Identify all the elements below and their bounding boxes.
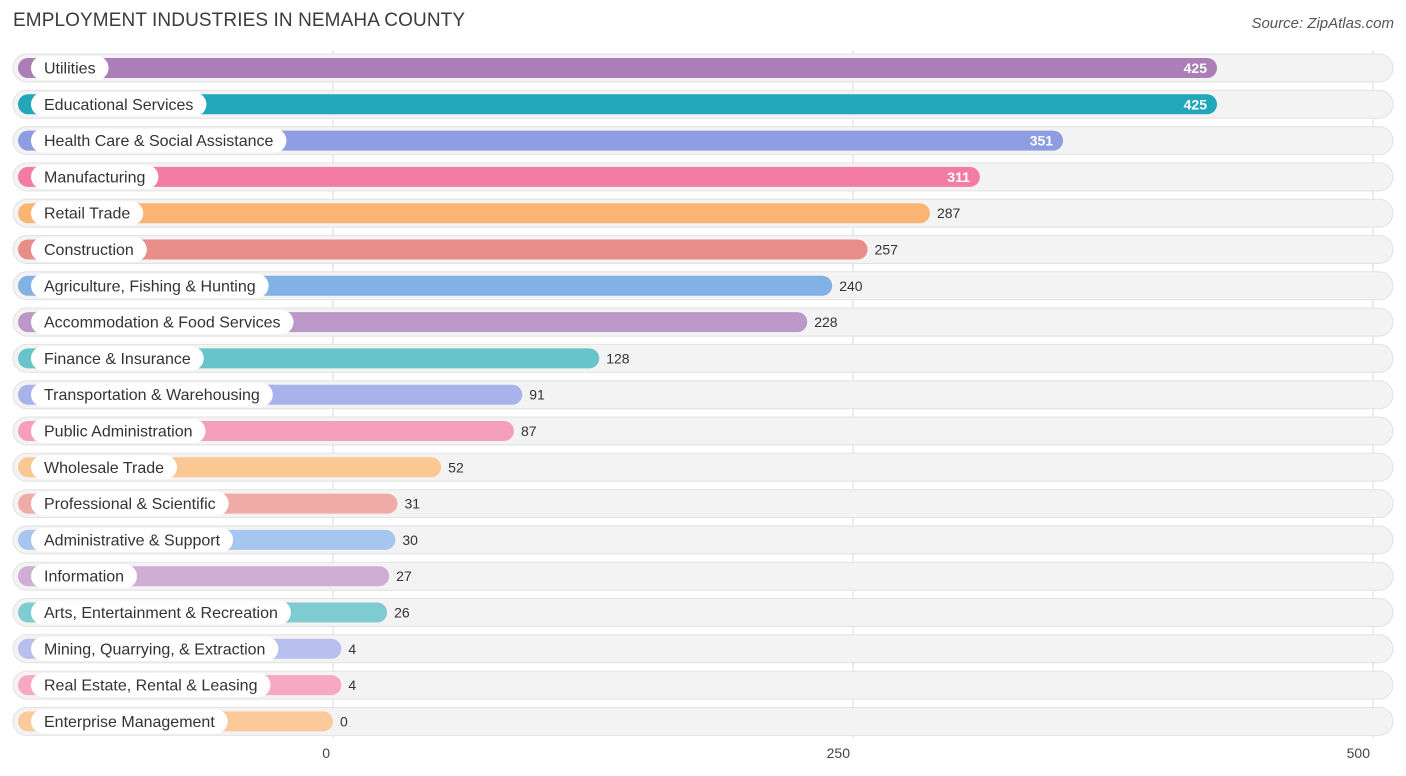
category-label: Educational Services	[44, 97, 193, 114]
bar-row: Construction 257	[12, 235, 1394, 264]
x-tick-label: 500	[1347, 745, 1371, 761]
bar-row: Manufacturing 311	[12, 162, 1394, 192]
category-label-pill	[31, 273, 269, 298]
category-label-pill	[31, 382, 273, 407]
x-tick-label: 250	[827, 745, 851, 761]
value-label: 52	[448, 459, 464, 475]
category-label-pill	[31, 709, 228, 734]
bar	[18, 166, 980, 187]
category-label-pill	[31, 237, 147, 262]
bar-row: Accommodation & Food Services 228	[12, 307, 1394, 337]
bar-row: Wholesale Trade 52	[12, 452, 1394, 482]
bar-row: Mining, Quarrying, & Extraction 4	[12, 634, 1394, 664]
bar-row: Enterprise Management 0	[12, 706, 1394, 736]
bar-track	[12, 706, 1394, 736]
category-label: Information	[44, 569, 124, 586]
category-label: Arts, Entertainment & Recreation	[44, 605, 278, 622]
bar	[18, 94, 1217, 115]
source-credit: Source: ZipAtlas.com	[1251, 15, 1394, 32]
bar-row: Retail Trade 287	[12, 198, 1394, 228]
category-label-pill	[31, 527, 234, 552]
bar-row: Professional & Scientific 31	[12, 489, 1394, 519]
category-label-pill	[31, 600, 291, 625]
category-label: Agriculture, Fishing & Hunting	[44, 278, 256, 295]
category-label-pill	[31, 419, 206, 443]
value-label: 31	[404, 496, 420, 512]
value-label: 87	[521, 423, 537, 439]
bar-track	[12, 634, 1394, 664]
value-label: 228	[814, 314, 838, 330]
category-label: Wholesale Trade	[44, 460, 164, 477]
value-label: 4	[348, 641, 356, 657]
category-label: Transportation & Warehousing	[44, 387, 260, 404]
x-tick-label: 0	[322, 745, 330, 761]
bar	[18, 239, 868, 260]
value-label: 128	[606, 350, 630, 366]
value-label: 26	[394, 605, 410, 621]
value-label: 240	[839, 278, 863, 294]
category-label: Manufacturing	[44, 169, 145, 186]
value-label: 311	[947, 169, 970, 185]
category-label: Enterprise Management	[44, 714, 215, 731]
value-label: 91	[529, 387, 545, 403]
category-label-pill	[31, 92, 207, 117]
category-label: Accommodation & Food Services	[44, 315, 281, 332]
category-label-pill	[31, 636, 279, 661]
value-label: 287	[937, 205, 961, 221]
value-label: 257	[875, 242, 899, 258]
category-label: Finance & Insurance	[44, 351, 191, 368]
bar-row: Finance & Insurance 128	[12, 343, 1394, 373]
category-label: Health Care & Social Assistance	[44, 133, 274, 150]
category-label-pill	[31, 346, 204, 371]
category-label: Real Estate, Rental & Leasing	[44, 678, 257, 695]
bar-row: Educational Services 425	[12, 89, 1394, 119]
value-label: 425	[1184, 60, 1208, 76]
bar	[18, 58, 1217, 78]
category-label: Utilities	[44, 61, 96, 78]
value-label: 30	[402, 532, 418, 548]
category-label-pill	[31, 673, 271, 698]
value-label: 425	[1184, 96, 1208, 112]
category-label-pill	[31, 201, 144, 226]
bar-row: Transportation & Warehousing 91	[12, 380, 1394, 410]
value-label: 351	[1030, 133, 1054, 149]
category-label-pill	[31, 564, 138, 589]
category-label-pill	[31, 56, 109, 80]
category-label-pill	[31, 164, 159, 189]
category-label-pill	[31, 128, 287, 153]
bar-row: Utilities 425	[12, 53, 1394, 83]
value-label: 0	[340, 713, 348, 729]
bar-row: Agriculture, Fishing & Hunting 240	[12, 271, 1394, 301]
chart-title: EMPLOYMENT INDUSTRIES IN NEMAHA COUNTY	[13, 10, 466, 31]
bar-row: Information 27	[12, 561, 1394, 591]
category-label: Retail Trade	[44, 206, 130, 223]
bar	[18, 203, 930, 224]
value-label: 27	[396, 568, 412, 584]
category-label: Construction	[44, 242, 134, 259]
category-label: Administrative & Support	[44, 532, 221, 549]
bar-track	[12, 670, 1394, 700]
category-label-pill	[31, 455, 178, 480]
value-label: 4	[348, 677, 356, 693]
bar-row: Arts, Entertainment & Recreation 26	[12, 598, 1394, 627]
bar-row: Public Administration 87	[12, 416, 1394, 446]
category-label-pill	[31, 310, 294, 335]
bar-row: Administrative & Support 30	[12, 525, 1394, 555]
bar-row: Health Care & Social Assistance 351	[12, 126, 1394, 156]
category-label: Public Administration	[44, 424, 193, 441]
bar-row: Real Estate, Rental & Leasing 4	[12, 670, 1394, 700]
category-label: Mining, Quarrying, & Extraction	[44, 641, 265, 658]
category-label: Professional & Scientific	[44, 496, 216, 513]
category-label-pill	[31, 491, 229, 516]
